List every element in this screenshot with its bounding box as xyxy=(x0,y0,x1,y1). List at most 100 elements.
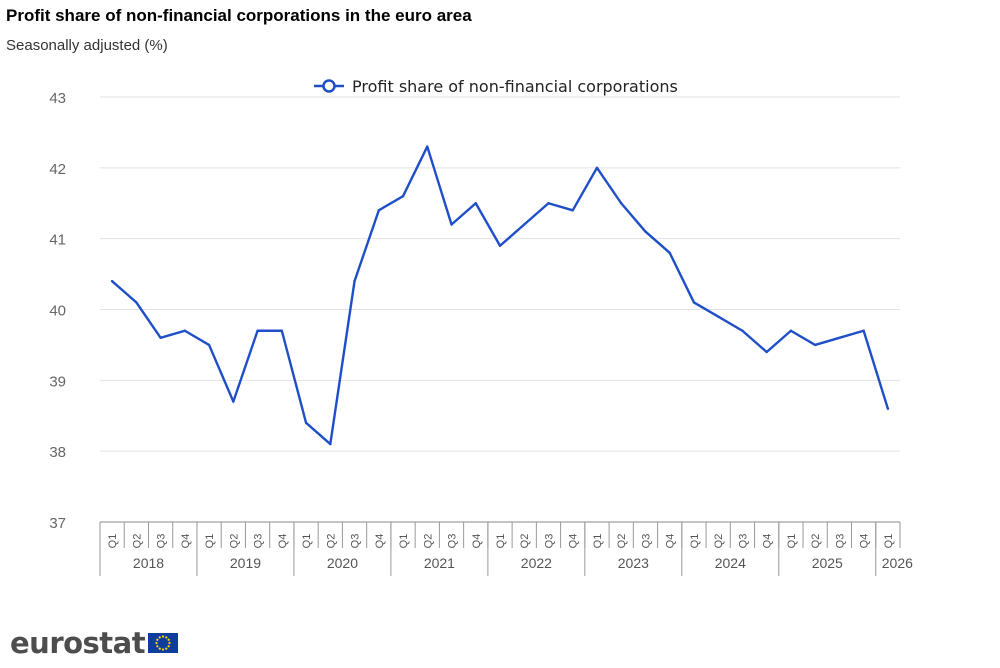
year-label: 2024 xyxy=(715,555,746,571)
y-tick-label: 43 xyxy=(49,90,66,107)
data-point xyxy=(183,329,187,332)
flag-star xyxy=(162,635,165,638)
data-point xyxy=(159,336,162,340)
data-point xyxy=(377,209,380,212)
quarter-tick-label: Q2 xyxy=(713,534,725,549)
legend-series-label: Profit share of non-financial corporatio… xyxy=(352,76,678,96)
year-label: 2021 xyxy=(424,555,455,571)
data-point xyxy=(329,442,332,446)
quarter-tick-label: Q2 xyxy=(325,534,337,549)
year-label: 2023 xyxy=(618,555,649,571)
data-point xyxy=(813,343,817,347)
legend-line-marker-icon xyxy=(314,79,344,93)
data-point xyxy=(886,407,890,410)
data-point xyxy=(692,301,696,304)
chart-title: Profit share of non-financial corporatio… xyxy=(6,6,472,25)
data-point xyxy=(304,421,308,425)
flag-star xyxy=(158,636,161,639)
flag-star xyxy=(168,641,171,645)
data-point xyxy=(789,329,793,332)
quarter-tick-label: Q3 xyxy=(350,534,362,549)
chart-subtitle: Seasonally adjusted (%) xyxy=(6,37,168,54)
data-point xyxy=(450,223,453,226)
y-tick-label: 42 xyxy=(49,161,66,178)
data-point xyxy=(668,251,671,255)
data-point xyxy=(280,329,284,332)
quarter-tick-label: Q2 xyxy=(519,534,531,549)
data-point xyxy=(135,301,138,304)
quarter-tick-label: Q4 xyxy=(568,534,580,549)
flag-star xyxy=(167,645,170,648)
flag-star xyxy=(156,645,159,648)
y-tick-label: 41 xyxy=(49,232,66,249)
data-point xyxy=(547,202,550,205)
year-label: 2018 xyxy=(133,555,164,571)
flag-star xyxy=(165,636,168,639)
quarter-tick-label: Q3 xyxy=(156,534,168,549)
flag-star xyxy=(156,638,159,641)
flag-star xyxy=(162,648,165,651)
y-tick-label: 38 xyxy=(49,444,66,461)
data-point xyxy=(620,202,623,205)
quarter-tick-label: Q2 xyxy=(228,534,240,549)
data-point xyxy=(765,350,768,354)
year-label: 2026 xyxy=(882,555,913,571)
quarter-tick-label: Q4 xyxy=(277,534,289,549)
data-point xyxy=(716,315,720,318)
series-line xyxy=(110,145,890,446)
quarter-tick-label: Q3 xyxy=(640,534,652,549)
quarter-tick-label: Q4 xyxy=(859,534,871,549)
data-point xyxy=(595,166,599,170)
quarter-tick-label: Q2 xyxy=(131,534,143,549)
quarter-tick-label: Q1 xyxy=(883,534,895,549)
data-point xyxy=(426,145,429,148)
quarter-tick-label: Q1 xyxy=(301,534,313,549)
y-tick-label: 39 xyxy=(49,373,66,390)
flag-star xyxy=(158,647,161,650)
quarter-tick-label: Q3 xyxy=(834,534,846,549)
data-point xyxy=(256,329,259,332)
year-label: 2020 xyxy=(327,555,358,571)
data-point xyxy=(232,400,235,403)
logo-text: eurostat xyxy=(10,626,146,660)
quarter-tick-label: Q2 xyxy=(810,534,822,549)
data-point xyxy=(474,202,477,205)
data-point xyxy=(862,329,865,332)
data-point xyxy=(838,336,841,340)
flag-star xyxy=(165,647,168,650)
legend[interactable]: Profit share of non-financial corporatio… xyxy=(312,75,678,97)
quarter-tick-label: Q4 xyxy=(471,534,483,549)
data-point xyxy=(741,329,744,332)
quarter-tick-label: Q4 xyxy=(180,534,192,549)
data-point xyxy=(207,343,211,347)
quarter-tick-label: Q4 xyxy=(374,534,386,549)
data-point xyxy=(644,230,647,233)
flag-star xyxy=(167,638,170,641)
quarter-tick-label: Q4 xyxy=(762,534,774,549)
year-label: 2025 xyxy=(812,555,843,571)
quarter-tick-label: Q3 xyxy=(543,534,555,549)
eurostat-logo: eurostat xyxy=(10,626,179,660)
year-label: 2022 xyxy=(521,555,552,571)
data-point xyxy=(401,194,405,198)
data-point xyxy=(110,279,114,283)
data-point xyxy=(571,209,574,212)
quarter-tick-label: Q1 xyxy=(204,534,216,549)
quarter-tick-label: Q2 xyxy=(422,534,434,549)
data-point xyxy=(523,223,526,226)
y-tick-label: 37 xyxy=(49,515,66,532)
data-point xyxy=(498,244,502,247)
quarter-tick-label: Q1 xyxy=(786,534,798,549)
flag-background xyxy=(148,633,179,653)
flag-star xyxy=(155,641,158,645)
eu-flag-icon xyxy=(148,633,179,653)
quarter-tick-label: Q3 xyxy=(253,534,265,549)
quarter-tick-label: Q1 xyxy=(398,534,410,549)
quarter-tick-label: Q3 xyxy=(737,534,749,549)
quarter-tick-label: Q1 xyxy=(107,534,119,549)
quarter-tick-label: Q1 xyxy=(689,534,701,549)
quarter-tick-label: Q3 xyxy=(447,534,459,549)
quarter-tick-label: Q4 xyxy=(665,534,677,549)
y-tick-label: 40 xyxy=(49,303,66,320)
